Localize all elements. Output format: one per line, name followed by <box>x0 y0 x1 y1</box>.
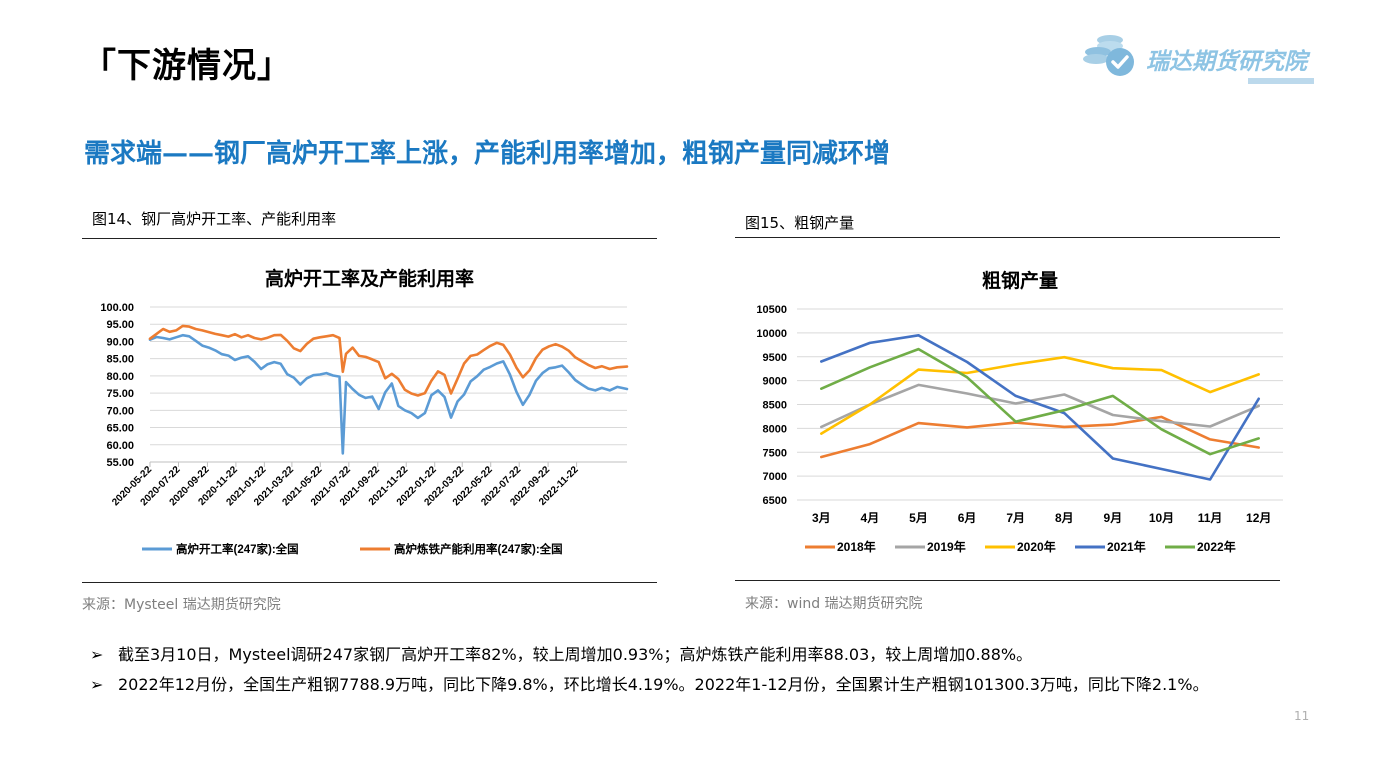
y-tick-label: 10500 <box>756 304 787 316</box>
x-tick-label: 3月 <box>812 511 831 525</box>
x-tick-label: 5月 <box>909 511 928 525</box>
series-line-2022年 <box>820 347 1261 456</box>
chart-title-left: 高炉开工率及产能利用率 <box>264 268 474 290</box>
divider <box>82 582 657 583</box>
legend-label: 2018年 <box>837 539 876 554</box>
company-logo: 瑞达期货研究院 <box>1076 30 1316 88</box>
page-number: 11 <box>1294 709 1310 723</box>
chart-right: 6500 7000 7500 8000 8500 9000 9500 10000 10500 3月… <box>756 304 1283 554</box>
legend-label: 2021年 <box>1107 539 1146 554</box>
series-line-2021年 <box>820 333 1261 481</box>
figure-caption-right: 图15、粗钢产量 <box>745 214 855 232</box>
x-tick-label: 7月 <box>1006 511 1025 525</box>
source-right: 来源：wind 瑞达期货研究院 <box>745 596 923 612</box>
x-tick-label: 11月 <box>1198 511 1223 525</box>
logo-text: 瑞达期货研究院 <box>1146 49 1307 75</box>
divider <box>82 238 657 239</box>
series-line-2 <box>148 324 629 397</box>
series-line-2018年 <box>820 415 1261 459</box>
legend-label: 2022年 <box>1197 539 1236 554</box>
y-tick-label: 9000 <box>763 376 787 388</box>
chart-left: 55.00 60.00 65.00 70.00 75.00 80.00 85.00 90.00… <box>100 302 629 556</box>
legend-label: 高炉炼铁产能利用率(247家):全国 <box>394 542 563 556</box>
headline: 需求端——钢厂高炉开工率上涨，产能利用率增加，粗钢产量同减环增 <box>84 139 891 169</box>
legend-label: 2019年 <box>927 539 966 554</box>
x-tick-label: 6月 <box>958 511 977 525</box>
y-tick-label: 65.00 <box>106 423 134 435</box>
bullet-list: ➢ 截至3月10日，Mysteel调研247家钢厂高炉开工率82%，较上周增加0… <box>90 640 1298 700</box>
bullet-item: ➢ 2022年12月份，全国生产粗钢7788.9万吨，同比下降9.8%，环比增长… <box>90 670 1298 700</box>
coin-stack-icon <box>1083 35 1134 76</box>
logo-underline <box>1248 78 1314 84</box>
bullet-arrow-icon: ➢ <box>90 645 104 664</box>
bullet-text: 截至3月10日，Mysteel调研247家钢厂高炉开工率82%，较上周增加0.9… <box>118 645 1033 664</box>
x-tick-label: 4月 <box>861 511 880 525</box>
y-tick-label: 60.00 <box>106 440 134 452</box>
legend-label: 2020年 <box>1017 539 1056 554</box>
series-line-1 <box>148 333 629 455</box>
x-tick-label: 12月 <box>1246 511 1271 525</box>
y-tick-label: 90.00 <box>106 336 134 348</box>
y-tick-label: 80.00 <box>106 371 134 383</box>
y-tick-label: 8000 <box>763 423 787 435</box>
slide-title: 「下游情况」 <box>82 46 292 86</box>
x-tick-label: 10月 <box>1149 511 1174 525</box>
bullet-item: ➢ 截至3月10日，Mysteel调研247家钢厂高炉开工率82%，较上周增加0… <box>90 640 1298 670</box>
x-tick-label: 9月 <box>1104 511 1123 525</box>
y-tick-label: 6500 <box>763 495 787 507</box>
y-tick-label: 55.00 <box>106 457 134 469</box>
bullet-text: 2022年12月份，全国生产粗钢7788.9万吨，同比下降9.8%，环比增长4.… <box>118 675 1209 694</box>
divider <box>735 237 1280 238</box>
y-tick-label: 85.00 <box>106 354 134 366</box>
bullet-arrow-icon: ➢ <box>90 675 104 694</box>
y-tick-label: 7000 <box>763 471 787 483</box>
y-tick-label: 75.00 <box>106 388 134 400</box>
x-tick-label: 8月 <box>1055 511 1074 525</box>
y-tick-label: 95.00 <box>106 319 134 331</box>
source-left: 来源：Mysteel 瑞达期货研究院 <box>82 597 281 613</box>
y-tick-label: 70.00 <box>106 405 134 417</box>
y-tick-label: 9500 <box>763 352 787 364</box>
y-tick-label: 100.00 <box>100 302 134 314</box>
divider <box>735 580 1280 581</box>
figure-caption-left: 图14、钢厂高炉开工率、产能利用率 <box>92 210 337 228</box>
y-tick-label: 7500 <box>763 447 787 459</box>
series-line-2020年 <box>820 355 1261 435</box>
y-tick-label: 8500 <box>763 400 787 412</box>
y-tick-label: 10000 <box>756 328 787 340</box>
series-line-2019年 <box>820 383 1261 429</box>
legend-label: 高炉开工率(247家):全国 <box>176 542 299 556</box>
chart-title-right: 粗钢产量 <box>981 270 1058 292</box>
